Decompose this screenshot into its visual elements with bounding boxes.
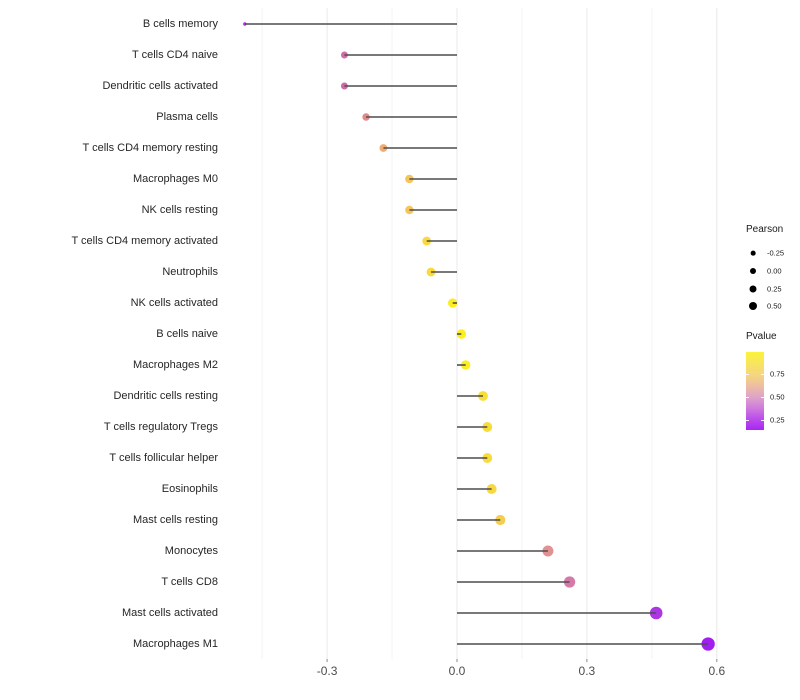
- y-category-label: Dendritic cells resting: [113, 390, 218, 402]
- y-category-label: T cells follicular helper: [109, 452, 218, 464]
- y-category-label: Eosinophils: [161, 483, 218, 495]
- x-tick-label: 0.3: [578, 664, 596, 678]
- legend-size-label: 0.25: [767, 284, 782, 294]
- x-tick-label: -0.3: [316, 664, 338, 678]
- y-category-label: Mast cells resting: [133, 514, 218, 526]
- y-category-label: Macrophages M1: [133, 638, 218, 650]
- gradient-tick: [746, 397, 749, 398]
- gradient-tick: [761, 419, 764, 421]
- y-category-label: Dendritic cells activated: [102, 80, 218, 92]
- legend-pearson-item: 0.50: [746, 297, 800, 315]
- legend-pearson-title: Pearson: [746, 224, 784, 235]
- x-tick-label: 0.0: [448, 664, 466, 678]
- gradient-tick: [761, 397, 764, 398]
- legend-pvalue-tick-label: 0.75: [770, 369, 785, 379]
- legend-pvalue-title: Pvalue: [746, 331, 777, 342]
- lollipop-dot: [448, 298, 458, 308]
- gradient-tick: [761, 373, 764, 375]
- y-category-label: Macrophages M2: [133, 359, 218, 371]
- pvalue-gradient-bar: [746, 352, 764, 430]
- legend-size-dot-icon: [749, 285, 757, 293]
- x-tick-label: 0.6: [708, 664, 726, 678]
- legend-pearson-item: 0.00: [746, 262, 800, 280]
- y-category-label: NK cells activated: [130, 297, 218, 309]
- y-category-label: Plasma cells: [156, 111, 218, 123]
- legend-size-label: -0.25: [767, 248, 785, 258]
- y-category-label: T cells CD4 naive: [132, 49, 218, 61]
- legend-size-dot-icon: [750, 250, 756, 256]
- y-category-label: T cells CD4 memory activated: [71, 235, 218, 247]
- y-category-label: NK cells resting: [141, 204, 218, 216]
- legend-pearson-item: 0.25: [746, 280, 800, 298]
- y-category-label: Neutrophils: [162, 266, 218, 278]
- y-category-label: B cells memory: [142, 18, 218, 30]
- legend-pearson-item: -0.25: [746, 244, 800, 262]
- y-category-label: B cells naive: [156, 328, 218, 340]
- legend-size-label: 0.00: [767, 266, 782, 276]
- y-category-label: T cells CD4 memory resting: [82, 142, 219, 154]
- y-category-label: Macrophages M0: [133, 173, 218, 185]
- y-category-label: T cells CD8: [161, 576, 218, 588]
- y-category-label: Mast cells activated: [122, 607, 218, 619]
- legend-pvalue-tick-label: 0.50: [770, 392, 785, 402]
- legend-size-dot-icon: [749, 302, 757, 311]
- legend-size-label: 0.50: [767, 301, 782, 311]
- y-category-label: Monocytes: [164, 545, 218, 557]
- gradient-tick: [746, 373, 749, 375]
- legend-size-dot-icon: [750, 267, 756, 274]
- y-category-label: T cells regulatory Tregs: [103, 421, 218, 433]
- legend-pvalue-tick-label: 0.25: [770, 415, 785, 425]
- gradient-tick: [746, 419, 749, 421]
